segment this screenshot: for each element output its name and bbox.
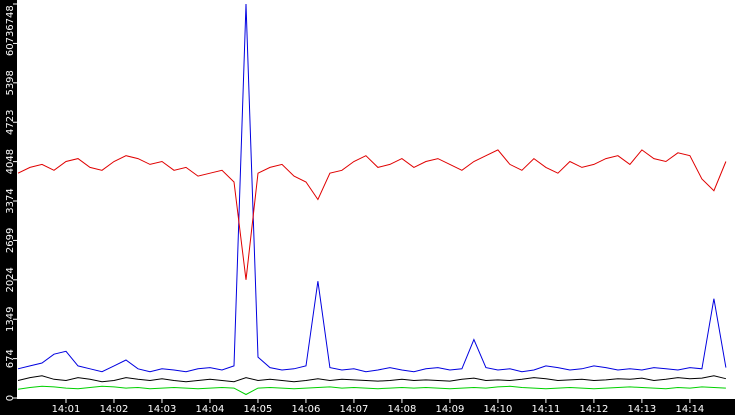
x-tick-label: 14:04	[196, 404, 225, 415]
y-tick-label: 0	[5, 395, 16, 401]
x-tick-label: 14:12	[579, 404, 608, 415]
x-tick-label: 14:10	[484, 404, 513, 415]
x-tick-label: 14:11	[531, 404, 560, 415]
y-tick-label: 4723	[5, 110, 16, 135]
x-tick-label: 14:03	[148, 404, 177, 415]
y-tick-label: 5398	[5, 70, 16, 95]
y-tick-label: 6073	[5, 31, 16, 56]
x-tick-label: 14:08	[388, 404, 417, 415]
y-tick-label: 2024	[5, 267, 16, 292]
series-line	[17, 375, 727, 383]
y-tick-label: 1349	[5, 307, 16, 332]
x-tick-label: 14:13	[627, 404, 656, 415]
x-tick-label: 14:01	[52, 404, 81, 415]
x-axis-band	[0, 399, 735, 415]
y-tick-label: 674	[5, 349, 16, 368]
y-tick-label: 4048	[5, 149, 16, 174]
y-tick-label: 3374	[5, 188, 16, 213]
series-line	[17, 3, 727, 373]
x-tick-label: 14:02	[100, 404, 129, 415]
y-tick-label: 2699	[5, 228, 16, 253]
series-line	[17, 149, 727, 280]
y-tick-label: 6748	[5, 5, 16, 30]
x-tick-label: 14:05	[244, 404, 273, 415]
x-tick-label: 14:07	[340, 404, 369, 415]
series-line	[17, 385, 726, 396]
y-axis-band	[0, 0, 17, 415]
x-tick-label: 14:14	[675, 404, 704, 415]
x-tick-label: 14:06	[292, 404, 321, 415]
x-tick-label: 14:09	[436, 404, 465, 415]
